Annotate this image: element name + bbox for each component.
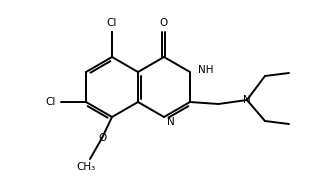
- Text: N: N: [243, 95, 251, 105]
- Text: NH: NH: [198, 65, 214, 75]
- Text: Cl: Cl: [45, 97, 56, 107]
- Text: O: O: [160, 18, 168, 29]
- Text: Cl: Cl: [107, 18, 117, 29]
- Text: CH₃: CH₃: [76, 162, 96, 172]
- Text: N: N: [167, 117, 175, 127]
- Text: O: O: [98, 133, 106, 143]
